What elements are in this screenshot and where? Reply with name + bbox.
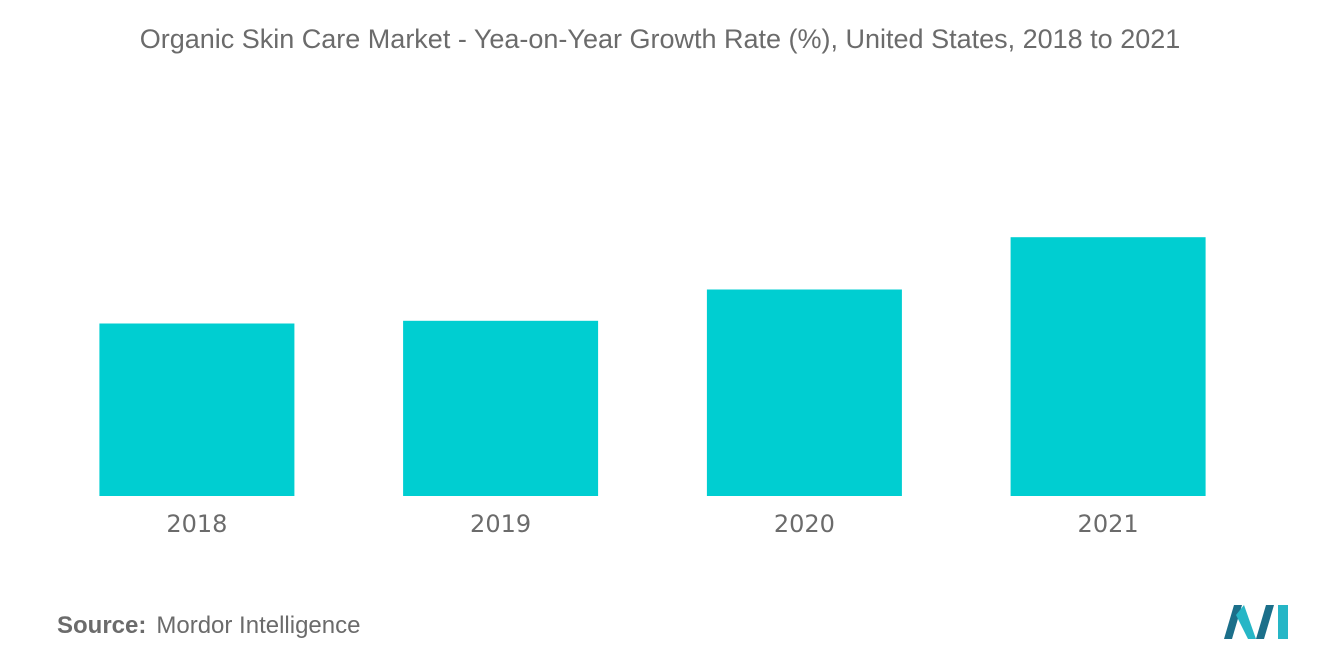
x-tick-label-2019: 2019 [470, 510, 531, 538]
mordor-intelligence-logo-icon [1224, 605, 1288, 639]
x-tick-label-2018: 2018 [166, 510, 227, 538]
source-label: Source: [57, 612, 147, 639]
bars-layer [99, 237, 1206, 496]
source-value: Mordor Intelligence [156, 612, 361, 639]
source-line: Source: Mordor Intelligence [57, 612, 360, 640]
bar-2021 [1010, 237, 1206, 496]
bar-2019 [403, 320, 599, 496]
x-tick-label-2020: 2020 [774, 510, 835, 538]
logo-right-bar [1278, 605, 1288, 639]
logo-left-shard [1224, 605, 1242, 639]
logo-right-shard [1256, 605, 1274, 639]
x-axis-labels: 2018 2019 2020 2021 [166, 510, 1138, 538]
bar-2020 [706, 289, 902, 496]
bar-2018 [99, 323, 295, 496]
logo-left-wedge [1236, 605, 1256, 639]
x-tick-label-2021: 2021 [1078, 510, 1139, 538]
chart-title: Organic Skin Care Market - Yea-on-Year G… [139, 24, 1181, 54]
